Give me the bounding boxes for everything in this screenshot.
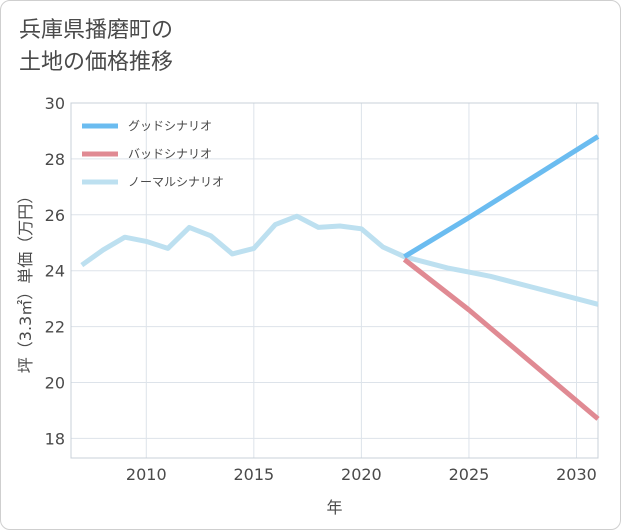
y-axis-label: 坪（3.3㎡）単価（万円） bbox=[16, 188, 35, 373]
y-tick-label: 24 bbox=[45, 262, 65, 281]
grid-lines bbox=[70, 102, 599, 459]
series-line-1 bbox=[403, 134, 600, 259]
y-tick-label: 20 bbox=[45, 374, 65, 393]
series-line-3 bbox=[80, 213, 599, 307]
y-tick-label: 22 bbox=[45, 318, 65, 337]
axes: 18 20 22 24 26 28 30 2010 2015 2020 2025 2030 年 坪（3.3… bbox=[16, 94, 597, 517]
legend-label-3: ノーマルシナリオ bbox=[128, 175, 224, 189]
series-line-2 bbox=[402, 257, 600, 421]
x-tick-label: 2015 bbox=[233, 465, 274, 484]
legend-label-1: グッドシナリオ bbox=[128, 119, 212, 133]
x-tick-label: 2030 bbox=[556, 465, 597, 484]
y-tick-label: 30 bbox=[45, 94, 65, 113]
legend-label-2: バッドシナリオ bbox=[128, 147, 212, 161]
x-axis-label: 年 bbox=[326, 498, 342, 517]
x-tick-label: 2025 bbox=[449, 465, 490, 484]
series-lines bbox=[80, 134, 600, 421]
chart-title: 兵庫県播磨町の 土地の価格推移 bbox=[19, 15, 173, 79]
x-tick-label: 2010 bbox=[126, 465, 167, 484]
y-tick-label: 18 bbox=[45, 429, 65, 448]
x-tick-label: 2020 bbox=[341, 465, 382, 484]
y-tick-label: 26 bbox=[45, 206, 65, 225]
chart-title-line-1: 兵庫県播磨町の bbox=[19, 18, 174, 43]
plot-area-border bbox=[70, 102, 599, 459]
chart-title-line-2: 土地の価格推移 bbox=[19, 50, 174, 75]
y-tick-label: 28 bbox=[45, 150, 65, 169]
